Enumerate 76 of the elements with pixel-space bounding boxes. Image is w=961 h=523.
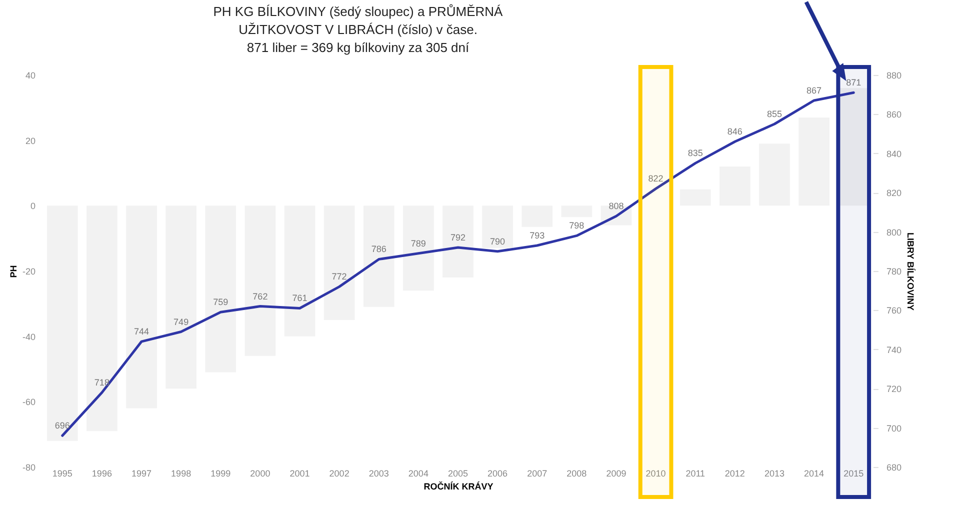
y2-tick-label: 680 [886,462,902,472]
bar [324,206,355,320]
y-tick-label: -20 [22,266,36,276]
y-tick-label: -80 [22,462,36,472]
x-tick-label: 2015 [844,468,864,478]
x-tick-label: 2014 [804,468,824,478]
y2-tick-label: 800 [886,227,902,238]
x-tick-label: 2005 [448,468,468,478]
x-tick-label: 2001 [290,468,310,478]
x-tick-label: 1995 [52,468,72,478]
x-tick-label: 2011 [686,468,706,478]
bar [126,206,157,408]
x-tick-label: 2004 [408,468,428,478]
x-tick-label: 2012 [724,468,745,478]
x-tick-label: 2013 [764,468,785,478]
x-tick-label: 2010 [646,468,666,478]
y2-tick-label: 840 [886,148,902,159]
data-label: 855 [766,109,782,119]
x-tick-label: 2008 [566,468,587,478]
y-tick-label: -40 [22,332,36,342]
bar [46,206,78,441]
bar [86,206,118,432]
data-label: 790 [490,236,506,246]
y2-tick-label: 720 [886,384,902,394]
bar [166,206,196,389]
data-label: 871 [846,78,862,88]
y-tick-label: 40 [25,70,36,80]
bar [442,206,474,278]
x-tick-label: 2009 [606,468,626,478]
data-label: 749 [174,316,189,327]
x-tick-label: 2002 [329,468,350,478]
data-label: 808 [608,201,624,212]
y2-axis-title: LIBRY BÍLKOVINY [906,232,916,311]
y2-tick-label: 860 [886,110,902,120]
x-tick-label: 1996 [92,468,112,478]
data-label: 792 [450,232,466,242]
bar [205,206,236,372]
bar [363,206,394,307]
data-label: 759 [213,297,228,308]
bar [482,206,513,248]
x-tick-label: 2006 [488,468,508,478]
x-axis-title: ROČNÍK KRÁVY [424,480,494,492]
x-tick-label: 2000 [250,468,270,478]
data-label: 867 [806,85,822,96]
y2-tick-label: 760 [886,306,902,316]
data-label: 835 [688,148,703,158]
x-tick-label: 1997 [131,468,152,478]
data-label: 789 [410,238,426,248]
y-tick-label: -60 [22,397,36,408]
data-label: 846 [727,126,742,137]
data-label: 822 [648,174,664,184]
y-axis-title: PH [8,265,18,278]
x-tick-label: 1998 [171,468,192,478]
y2-tick-label: 880 [886,70,902,80]
y2-tick-label: 780 [886,266,902,276]
x-tick-label: 2003 [368,468,389,478]
y2-tick-label: 740 [886,344,902,355]
data-label: 793 [530,230,545,241]
data-label: 772 [332,272,347,282]
data-label: 761 [292,293,308,304]
y2-tick-label: 820 [886,188,902,198]
x-tick-label: 1999 [210,468,231,478]
data-label: 744 [134,326,150,337]
bar [403,206,434,291]
data-label: 798 [569,220,584,231]
data-label: 718 [94,378,110,388]
chart-title: PH KG BÍLKOVINY (šedý sloupec) a PRŮMĚRNÁ UŽITKOVOST V LIBRÁCH (číslo) v čase. 871 liber = 369 kg bílkoviny za 305 dní [213,4,504,55]
y-tick-label: 0 [30,201,36,212]
bar [244,206,276,356]
data-label: 696 [54,420,70,431]
y-tick-label: 20 [25,136,36,146]
x-tick-label: 2007 [527,468,548,478]
y2-tick-label: 700 [886,423,902,434]
data-label: 762 [252,291,268,302]
bar [284,206,316,336]
data-label: 786 [371,244,386,254]
